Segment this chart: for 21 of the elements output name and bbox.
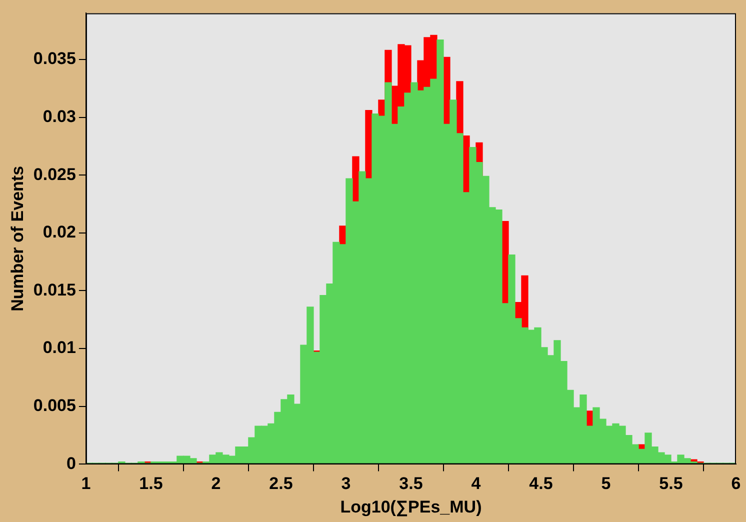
y-tick-label: 0.03 bbox=[42, 106, 76, 126]
x-tick-label: 4.5 bbox=[529, 474, 553, 494]
y-tick-label: 0.015 bbox=[33, 280, 76, 300]
y-tick-label: 0.005 bbox=[33, 396, 76, 416]
y-tick-label: 0.01 bbox=[42, 338, 76, 358]
y-tick-label: 0 bbox=[66, 454, 76, 473]
x-axis-title: Log10(∑PEs_MU) bbox=[340, 497, 482, 516]
x-tick-label: 5 bbox=[601, 474, 611, 494]
x-tick-label: 2 bbox=[211, 474, 221, 494]
x-tick-label: 6 bbox=[731, 474, 741, 494]
x-tick-label: 3.5 bbox=[399, 474, 423, 494]
x-tick-label: 5.5 bbox=[659, 474, 683, 494]
x-tick-label: 3 bbox=[341, 474, 351, 494]
y-tick-label: 0.025 bbox=[33, 164, 76, 184]
x-tick-label: 4 bbox=[471, 474, 482, 494]
y-tick-label: 0.02 bbox=[42, 222, 76, 242]
y-tick-label: 0.035 bbox=[33, 49, 76, 68]
x-tick-label: 2.5 bbox=[269, 474, 293, 494]
y-axis-title: Number of Events bbox=[8, 166, 27, 312]
x-tick-label: 1.5 bbox=[139, 474, 163, 494]
x-tick-label: 1 bbox=[81, 474, 91, 494]
